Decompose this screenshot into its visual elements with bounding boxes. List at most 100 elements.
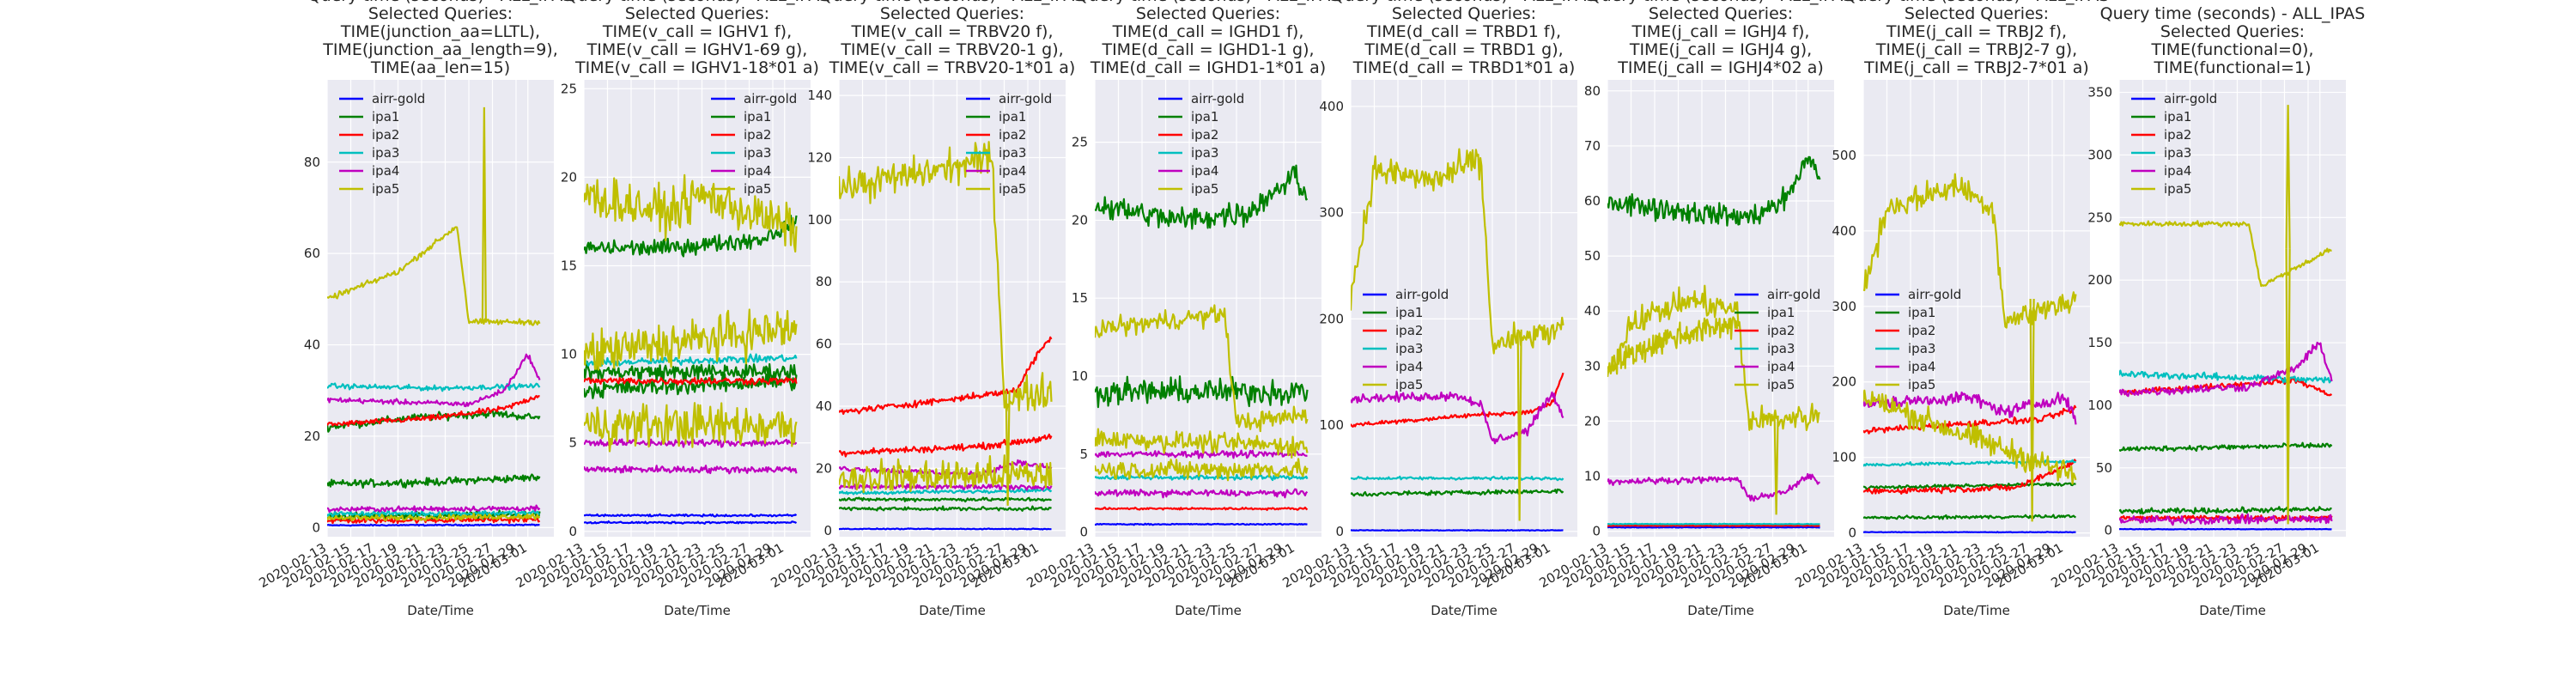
series-spike-ipa5 [2285,105,2291,249]
series-line-airr-gold [1095,522,1308,526]
series-line-ipa1 [1095,164,1309,230]
series-line-ipa4 [1095,488,1309,499]
series-line-ipa5 [839,141,1053,412]
chart-title-line: Query time (seconds) - ALL_IPAS [308,0,574,5]
series-line-ipa5 [584,173,798,253]
legend-label-ipa3: ipa3 [999,145,1026,161]
legend-label-ipa3: ipa3 [1767,341,1795,356]
series-line-ipa4 [1351,390,1564,445]
y-tick-label: 100 [807,212,832,228]
legend-label-ipa2: ipa2 [999,127,1026,143]
series-layer [584,173,798,525]
chart-title-line: TIME(junction_aa=LLTL), [340,22,540,41]
y-tick-label: 200 [1319,311,1344,326]
chart-title-line: TIME(d_call = IGHD1-1*01 a) [1090,58,1326,77]
legend-label-ipa1: ipa1 [2164,109,2191,125]
chart-title-line: TIME(d_call = IGHD1 f), [1112,22,1304,41]
panel-2: 05101520252020-02-132020-02-152020-02-17… [513,0,829,618]
series-layer [327,106,541,527]
legend-label-airr-gold: airr-gold [1908,287,1961,302]
y-tick-label: 0 [1079,525,1088,540]
y-tick-label: 60 [1584,193,1601,209]
x-axis-label: Date/Time [664,603,731,618]
series-line-ipa4 [1607,472,1820,502]
chart-title-line: Query time (seconds) - ALL_IPAS [1589,0,1854,5]
legend-label-ipa4: ipa4 [999,163,1026,179]
series-line-ipa5 [327,226,541,326]
chart-title-line: Selected Queries: [625,4,769,23]
y-tick-label: 80 [816,274,832,289]
legend-label-ipa2: ipa2 [1395,323,1423,338]
legend-label-ipa3: ipa3 [744,145,771,161]
chart-title-line: TIME(v_call = IGHV1 f), [602,22,792,41]
y-tick-label: 40 [1584,303,1601,319]
series-line-ipa5 [1095,304,1309,433]
chart-title-line: TIME(j_call = TRBJ2 f), [1886,22,2067,41]
chart-title-line: TIME(functional=0), [2150,40,2313,59]
chart-title-line: TIME(j_call = IGHJ4*02 a) [1617,58,1824,77]
chart-title-line: Query time (seconds) - ALL_IPAS [820,0,1085,5]
chart-title-line: Selected Queries: [1649,4,1793,23]
legend: airr-gold ipa1 ipa2 ipa3 ipa4 ipa5 [1158,91,1244,197]
legend-label-airr-gold: airr-gold [1395,287,1449,302]
legend-label-ipa1: ipa1 [1767,305,1795,320]
y-tick-label: 20 [816,460,832,476]
y-tick-label: 0 [823,523,832,538]
y-tick-label: 40 [304,337,320,353]
y-tick-label: 300 [2087,147,2112,162]
series-line-airr-gold [1351,529,1564,532]
y-tick-label: 15 [1072,290,1088,306]
legend-label-ipa4: ipa4 [744,163,771,179]
legend-label-ipa4: ipa4 [1191,163,1218,179]
chart-title-line: TIME(d_call = TRBD1*01 a) [1352,58,1576,77]
y-tick-label: 200 [2087,272,2112,288]
legend-label-ipa1: ipa1 [372,109,399,125]
series-line-ipa4 [584,438,798,448]
legend: airr-gold ipa1 ipa2 ipa3 ipa4 ipa5 [1875,287,1961,392]
y-tick-label: 0 [1592,524,1601,539]
y-tick-label: 80 [1584,83,1601,99]
series-line-airr-gold [839,527,1052,531]
series-line-ipa2 [1863,404,2077,435]
legend-label-ipa5: ipa5 [744,181,771,197]
series-line-ipa5 [1863,389,2077,485]
chart-title-line: TIME(junction_aa_length=9), [322,40,558,59]
x-axis-label: Date/Time [407,603,474,618]
legend-label-airr-gold: airr-gold [999,91,1052,106]
legend-label-ipa5: ipa5 [1908,377,1935,392]
y-tick-label: 70 [1584,138,1601,154]
series-line-ipa5 [1351,148,1564,355]
series-line-ipa2 [584,376,798,386]
x-axis-label: Date/Time [2199,603,2266,618]
y-tick-label: 50 [1584,248,1601,264]
y-tick-label: 120 [807,149,832,165]
chart-title-line: TIME(d_call = TRBD1 f), [1366,22,1561,41]
y-tick-label: 15 [561,258,577,274]
series-line-ipa2 [839,336,1053,416]
chart-title-line: TIME(v_call = IGHV1-69 g), [586,40,808,59]
series-line-ipa3 [1351,475,1564,482]
legend: airr-gold ipa1 ipa2 ipa3 ipa4 ipa5 [339,91,425,197]
y-tick-label: 200 [1832,374,1856,390]
legend-label-ipa5: ipa5 [1191,181,1218,197]
y-tick-label: 30 [1584,358,1601,374]
chart-title-line: TIME(j_call = TRBJ2-7 g), [1875,40,2077,59]
y-tick-label: 20 [304,429,320,444]
legend-label-ipa2: ipa2 [1767,323,1795,338]
series-spike-ipa5 [1773,415,1779,515]
series-line-ipa5 [2119,220,2332,288]
y-tick-label: 0 [568,524,577,539]
y-tick-label: 60 [304,246,320,261]
legend-label-ipa5: ipa5 [1767,377,1795,392]
y-tick-label: 60 [816,337,832,352]
series-line-airr-gold [584,513,798,518]
y-tick-label: 100 [2087,398,2112,413]
series-line-ipa3 [2119,369,2333,384]
chart-title-line: Selected Queries: [1905,4,2049,23]
series-layer [839,141,1053,531]
series-line-ipa2 [2119,376,2333,397]
series-line-ipa1 [1863,482,2076,490]
chart-title-line: TIME(aa_len=15) [370,58,510,77]
y-tick-label: 100 [1832,450,1856,465]
series-line-ipa3 [584,353,798,367]
